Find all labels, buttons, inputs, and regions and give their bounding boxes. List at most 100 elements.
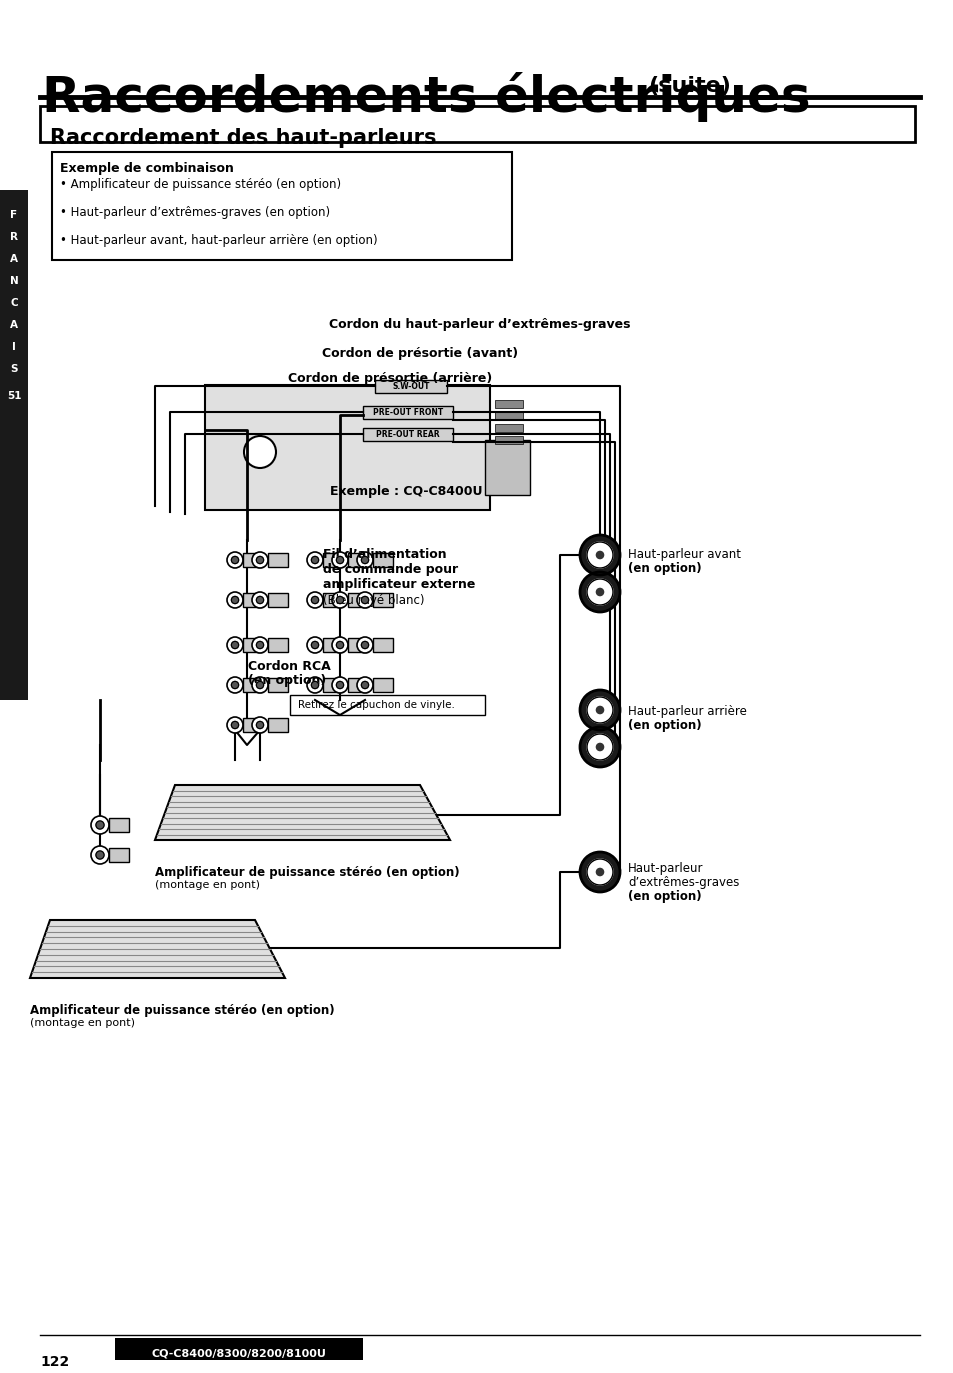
Circle shape bbox=[332, 552, 348, 568]
Circle shape bbox=[579, 691, 619, 730]
Text: de commande pour: de commande pour bbox=[323, 563, 457, 577]
Bar bbox=[268, 593, 288, 607]
Text: R: R bbox=[10, 232, 18, 242]
Circle shape bbox=[227, 677, 243, 693]
Circle shape bbox=[311, 681, 318, 689]
Text: 51: 51 bbox=[7, 391, 21, 401]
Bar bbox=[495, 412, 522, 420]
Circle shape bbox=[596, 743, 603, 751]
Text: Retirez le capuchon de vinyle.: Retirez le capuchon de vinyle. bbox=[297, 700, 455, 710]
Text: Fil d’alimentation: Fil d’alimentation bbox=[323, 548, 446, 562]
Circle shape bbox=[336, 596, 343, 604]
Circle shape bbox=[256, 641, 263, 648]
Text: Exemple : CQ-C8400U: Exemple : CQ-C8400U bbox=[330, 485, 482, 498]
Circle shape bbox=[307, 677, 323, 693]
Circle shape bbox=[232, 641, 238, 648]
Circle shape bbox=[311, 596, 318, 604]
Circle shape bbox=[356, 552, 373, 568]
Text: Haut-parleur avant: Haut-parleur avant bbox=[627, 548, 740, 562]
Bar bbox=[373, 593, 393, 607]
Text: (suite): (suite) bbox=[647, 76, 730, 96]
Circle shape bbox=[586, 859, 613, 886]
Circle shape bbox=[332, 637, 348, 654]
Circle shape bbox=[311, 556, 318, 563]
Text: • Haut-parleur d’extrêmes-graves (en option): • Haut-parleur d’extrêmes-graves (en opt… bbox=[60, 206, 330, 220]
Circle shape bbox=[336, 556, 343, 563]
Bar bbox=[373, 553, 393, 567]
Bar bbox=[495, 400, 522, 408]
Bar bbox=[268, 553, 288, 567]
Circle shape bbox=[232, 681, 238, 689]
Text: (en option): (en option) bbox=[627, 719, 700, 732]
Text: CQ-C8400/8300/8200/8100U: CQ-C8400/8300/8200/8100U bbox=[152, 1350, 326, 1359]
Circle shape bbox=[232, 596, 238, 604]
Circle shape bbox=[232, 556, 238, 563]
Text: F: F bbox=[10, 210, 17, 220]
Text: Exemple de combinaison: Exemple de combinaison bbox=[60, 162, 233, 174]
Bar bbox=[243, 718, 263, 732]
Circle shape bbox=[227, 592, 243, 608]
Bar bbox=[495, 424, 522, 432]
Bar bbox=[363, 406, 453, 419]
Bar bbox=[348, 638, 368, 652]
Circle shape bbox=[91, 846, 109, 864]
Circle shape bbox=[256, 721, 263, 729]
Circle shape bbox=[227, 637, 243, 654]
Text: Cordon de présortie (avant): Cordon de présortie (avant) bbox=[321, 347, 517, 360]
Text: Amplificateur de puissance stéréo (en option): Amplificateur de puissance stéréo (en op… bbox=[154, 866, 459, 879]
Circle shape bbox=[586, 697, 613, 724]
Text: • Haut-parleur avant, haut-parleur arrière (en option): • Haut-parleur avant, haut-parleur arriè… bbox=[60, 233, 377, 247]
Circle shape bbox=[579, 535, 619, 575]
Bar bbox=[323, 593, 343, 607]
Circle shape bbox=[227, 552, 243, 568]
Circle shape bbox=[227, 717, 243, 733]
Polygon shape bbox=[30, 920, 285, 978]
Bar bbox=[243, 678, 263, 692]
Text: (en option): (en option) bbox=[627, 890, 700, 903]
Circle shape bbox=[596, 552, 603, 559]
Circle shape bbox=[361, 556, 368, 563]
Text: S.W-OUT: S.W-OUT bbox=[392, 382, 429, 391]
Bar bbox=[323, 553, 343, 567]
Circle shape bbox=[596, 868, 603, 876]
Text: PRE-OUT FRONT: PRE-OUT FRONT bbox=[373, 408, 442, 417]
Circle shape bbox=[596, 589, 603, 596]
Circle shape bbox=[96, 851, 104, 859]
Circle shape bbox=[307, 592, 323, 608]
Text: Amplificateur de puissance stéréo (en option): Amplificateur de puissance stéréo (en op… bbox=[30, 1004, 335, 1017]
Bar bbox=[375, 380, 447, 393]
Text: Haut-parleur arrière: Haut-parleur arrière bbox=[627, 704, 746, 718]
Text: (montage en pont): (montage en pont) bbox=[30, 1017, 135, 1028]
Circle shape bbox=[256, 556, 263, 563]
Circle shape bbox=[356, 637, 373, 654]
Bar bbox=[243, 638, 263, 652]
Circle shape bbox=[252, 637, 268, 654]
Circle shape bbox=[596, 706, 603, 714]
Text: Cordon RCA: Cordon RCA bbox=[248, 660, 331, 673]
Text: Cordon de présortie (arrière): Cordon de présortie (arrière) bbox=[288, 372, 492, 384]
Circle shape bbox=[252, 717, 268, 733]
Bar bbox=[348, 678, 368, 692]
Text: C: C bbox=[10, 298, 18, 308]
Circle shape bbox=[232, 721, 238, 729]
Text: (Bleu rayé blanc): (Bleu rayé blanc) bbox=[323, 595, 424, 607]
Polygon shape bbox=[154, 785, 450, 840]
Bar bbox=[109, 818, 129, 832]
Circle shape bbox=[332, 677, 348, 693]
Bar bbox=[109, 849, 129, 862]
Bar bbox=[363, 428, 453, 441]
Circle shape bbox=[361, 596, 368, 604]
Text: PRE-OUT REAR: PRE-OUT REAR bbox=[375, 430, 439, 439]
Circle shape bbox=[244, 437, 275, 468]
Text: (en option): (en option) bbox=[627, 562, 700, 575]
Text: • Amplificateur de puissance stéréo (en option): • Amplificateur de puissance stéréo (en … bbox=[60, 178, 341, 191]
Bar bbox=[495, 437, 522, 443]
Text: A: A bbox=[10, 320, 18, 330]
Circle shape bbox=[307, 637, 323, 654]
Bar bbox=[243, 553, 263, 567]
Circle shape bbox=[579, 726, 619, 768]
Text: 122: 122 bbox=[40, 1355, 70, 1369]
Circle shape bbox=[579, 573, 619, 612]
Circle shape bbox=[586, 579, 613, 605]
Text: Haut-parleur: Haut-parleur bbox=[627, 862, 702, 875]
